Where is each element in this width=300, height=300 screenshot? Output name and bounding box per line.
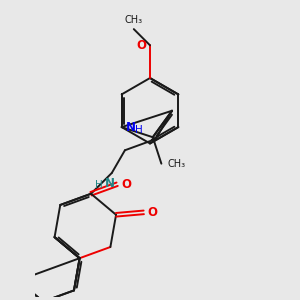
Text: O: O: [148, 206, 158, 219]
Text: O: O: [136, 39, 146, 52]
Text: O: O: [121, 178, 131, 191]
Text: CH₃: CH₃: [125, 15, 143, 25]
Text: CH₃: CH₃: [167, 159, 185, 169]
Text: H: H: [95, 180, 103, 190]
Text: N: N: [105, 177, 115, 190]
Text: H: H: [135, 125, 143, 135]
Text: N: N: [126, 121, 136, 134]
